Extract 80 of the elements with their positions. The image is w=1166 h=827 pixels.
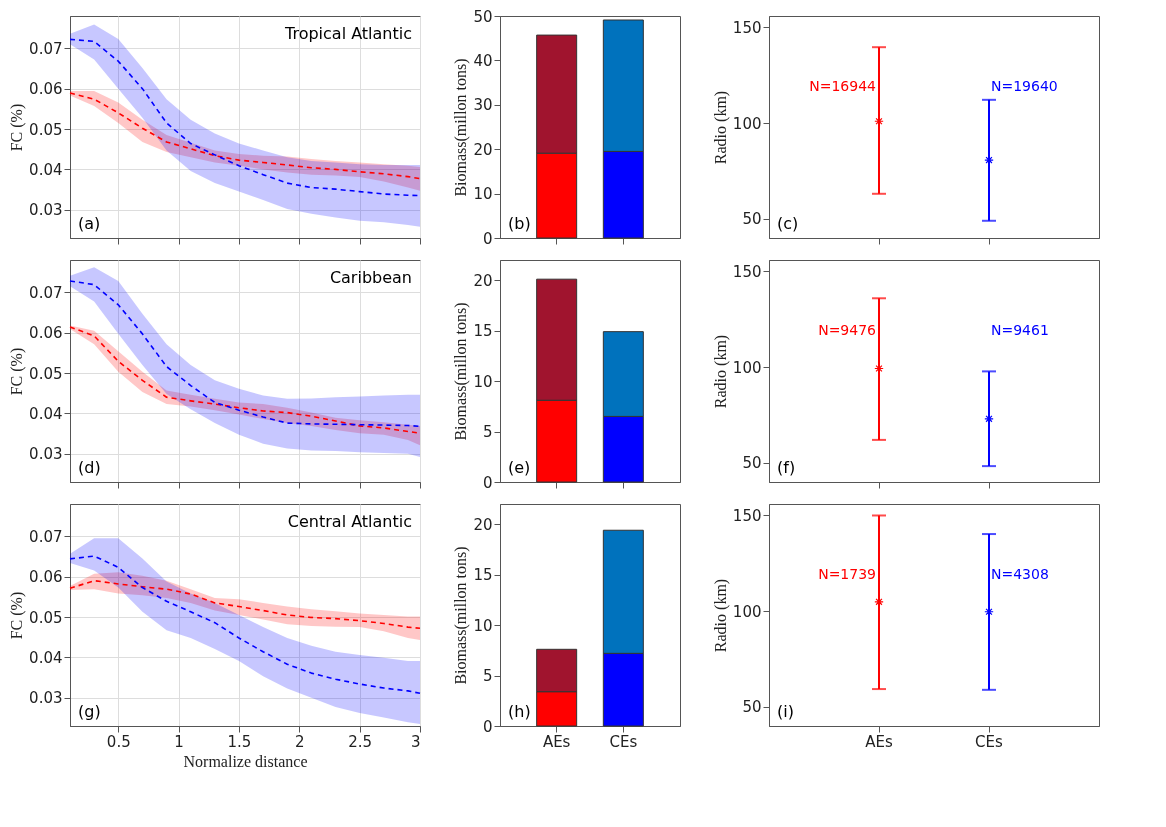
x-tick-label: AEs [865,732,893,751]
y-tick-label: 0.06 [29,324,63,343]
annotation: N=1739 [818,566,876,583]
y-axis-title: FC (%) [8,347,27,396]
y-tick-label: 0.04 [29,160,63,179]
y-axis-title: Radio (km) [711,334,730,409]
y-tick-label: 100 [732,602,762,621]
y-tick-label: 100 [732,358,762,377]
y-tick-label: 20 [473,140,493,159]
y-tick-label: 150 [732,18,762,37]
y-axis-title: FC (%) [8,103,27,152]
annotation: N=19640 [991,78,1058,95]
y-tick-label: 0.07 [29,283,63,302]
x-tick-label: CEs [609,732,638,751]
y-tick-label: 0.05 [29,364,63,383]
annotation: N=9461 [991,322,1049,339]
y-axis-title: Radio (km) [711,90,730,165]
y-tick-label: 0.06 [29,568,63,587]
annotation: (a) [78,214,101,233]
y-tick-label: 0.07 [29,527,63,546]
y-tick-label: 5 [482,423,493,442]
annotation: (i) [777,702,794,721]
y-tick-label: 10 [473,185,493,204]
line-series [69,579,421,630]
y-tick-label: 20 [473,271,493,290]
annotation: (h) [508,702,531,721]
text: Central Atlantic [287,512,412,531]
y-tick-label: 0 [482,717,493,736]
y-tick-label: 0.03 [29,689,63,708]
annotation: (b) [508,214,531,233]
y-tick-label: 10 [473,616,493,635]
y-tick-label: 0 [482,473,493,492]
y-axis-title: Radio (km) [711,578,730,653]
y-tick-label: 0 [482,229,493,248]
y-tick-label: 100 [732,114,762,133]
y-tick-label: 0.07 [29,39,63,58]
y-tick-label: 40 [473,51,493,70]
y-tick-label: 0.06 [29,80,63,99]
y-tick-label: 50 [742,454,762,473]
x-tick-label: 2 [295,732,305,751]
x-tick-label: 3 [410,732,421,751]
y-tick-label: 0.05 [29,608,63,627]
annotation: (c) [777,214,799,233]
x-tick-label: 2.5 [348,732,373,751]
annotation: (g) [78,702,101,721]
y-tick-label: 0.04 [29,648,63,667]
y-tick-label: 15 [473,566,493,585]
y-axis-title: FC (%) [8,591,27,640]
y-tick-label: 50 [742,210,762,229]
y-axis-title: Biomass(millon tons) [452,302,471,441]
x-axis-title: Normalize distance [183,752,308,770]
line-series [69,555,421,695]
x-tick-label: AEs [542,732,571,751]
x-tick-label: 0.5 [106,732,131,751]
annotation: (d) [78,458,101,477]
annotation: N=9476 [818,322,877,339]
y-tick-label: 150 [732,262,762,281]
annotation: (e) [508,458,531,477]
y-tick-label: 50 [742,698,762,717]
y-tick-label: 5 [482,667,493,686]
y-tick-label: 0.03 [29,201,63,220]
y-tick-label: 0.03 [29,445,63,464]
y-tick-label: 20 [473,515,493,534]
y-tick-label: 0.05 [29,120,63,139]
text: Tropical Atlantic [283,24,412,43]
annotation: (f) [777,458,796,477]
y-tick-label: 50 [473,7,493,26]
annotation: N=4308 [991,566,1049,583]
x-tick-label: CEs [975,732,1004,751]
y-axis-title: Biomass(millon tons) [452,58,471,197]
y-tick-label: 10 [473,372,493,391]
y-tick-label: 15 [473,322,493,341]
annotation: N=16944 [809,78,877,95]
y-tick-label: 0.04 [29,404,63,423]
y-axis-title: Biomass(millon tons) [452,546,471,685]
y-tick-label: 150 [732,506,762,525]
x-tick-label: 1 [174,732,184,751]
x-tick-label: 1.5 [227,732,252,751]
text: Caribbean [329,268,412,287]
y-tick-label: 30 [473,96,493,115]
